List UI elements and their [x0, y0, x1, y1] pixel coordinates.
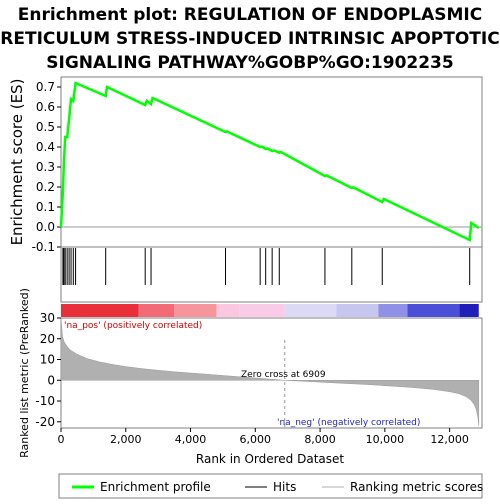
color-bar-segment [174, 304, 217, 317]
es-panel-frame [60, 76, 483, 248]
metric-x-axis: 0 2,000 4,000 6,000 8,000 10,000 12,000 [58, 428, 469, 446]
es-y-tick-label: 0.1 [36, 200, 55, 214]
es-y-tick-label: 0.7 [36, 80, 55, 94]
legend-label: Ranking metric scores [350, 480, 483, 494]
es-y-tick-label: 0.4 [36, 140, 55, 154]
metric-y-axis: -20 -10 0 10 20 30 [35, 311, 61, 429]
zero-cross-label: Zero cross at 6909 [241, 370, 326, 380]
es-y-tick-label: 0.3 [36, 160, 55, 174]
pos-label: 'na_pos' (positively correlated) [64, 321, 202, 331]
chart-title-line-3: SIGNALING PATHWAY%GOBP%GO:1902235 [46, 53, 453, 73]
color-bar-segment [378, 304, 408, 317]
metric-y-tick-label: 30 [40, 311, 55, 325]
legend-label: Enrichment profile [100, 480, 211, 494]
es-y-axis-label: Enrichment score (ES) [8, 79, 26, 246]
hit-markers [62, 248, 471, 285]
es-y-tick-label: 0.2 [36, 180, 55, 194]
color-bar-segment [407, 304, 460, 317]
metric-y-tick-label: 10 [40, 353, 55, 367]
metric-panel: -20 -10 0 10 20 30 0 2,000 4,000 6,000 8,000 10,00… [18, 288, 483, 466]
legend-frame [58, 473, 483, 499]
color-bar-segment [239, 304, 285, 317]
color-bar-segment [216, 304, 240, 317]
neg-label: 'na_neg' (negatively correlated) [277, 418, 420, 428]
legend-label: Hits [273, 480, 296, 494]
metric-x-tick-label: 6,000 [240, 433, 272, 446]
es-y-tick-label: -0.1 [32, 240, 55, 254]
es-series [59, 81, 480, 242]
metric-y-tick-label: 20 [40, 332, 55, 346]
ranking-color-bar [61, 304, 479, 317]
ranking-metric-area [60, 317, 480, 426]
metric-x-tick-label: 12,000 [430, 433, 469, 446]
es-y-axis: -0.1 0.0 0.1 0.2 0.3 0.4 0.5 0.6 0.7 [32, 80, 61, 254]
metric-y-tick-label: 0 [47, 373, 55, 387]
es-y-tick-label: 0.5 [36, 120, 55, 134]
chart-title-line-1: Enrichment plot: REGULATION OF ENDOPLASM… [18, 5, 482, 25]
legend: Enrichment profile Hits Ranking metric sco… [58, 473, 483, 499]
color-bar-segment [284, 304, 337, 317]
metric-y-tick-label: -10 [35, 394, 55, 408]
metric-x-tick-label: 8,000 [304, 433, 336, 446]
metric-x-tick-label: 2,000 [110, 433, 142, 446]
es-panel: -0.1 0.0 0.1 0.2 0.3 0.4 0.5 0.6 0.7 Enrichment … [8, 76, 483, 254]
color-bar-segment [459, 304, 479, 317]
color-bar-segment [336, 304, 379, 317]
es-y-tick-label: 0.0 [36, 220, 55, 234]
metric-x-tick-label: 0 [58, 433, 65, 446]
metric-x-tick-label: 4,000 [175, 433, 207, 446]
hits-panel-frame [60, 246, 483, 303]
hits-panel [60, 246, 483, 317]
color-bar-segment [61, 304, 139, 317]
ranking-metric-fill [60, 317, 480, 426]
es-y-tick-label: 0.6 [36, 100, 55, 114]
metric-y-tick-label: -20 [35, 415, 55, 429]
chart-title-line-2: RETICULUM STRESS-INDUCED INTRINSIC APOPT… [0, 29, 499, 49]
metric-x-tick-label: 10,000 [366, 433, 405, 446]
metric-x-axis-label: Rank in Ordered Dataset [196, 452, 344, 466]
enrichment-profile-line [59, 81, 480, 242]
chart-title: Enrichment plot: REGULATION OF ENDOPLASM… [0, 5, 499, 73]
metric-y-axis-label: Ranked list metric (PreRanked) [18, 288, 31, 458]
color-bar-segment [138, 304, 175, 317]
